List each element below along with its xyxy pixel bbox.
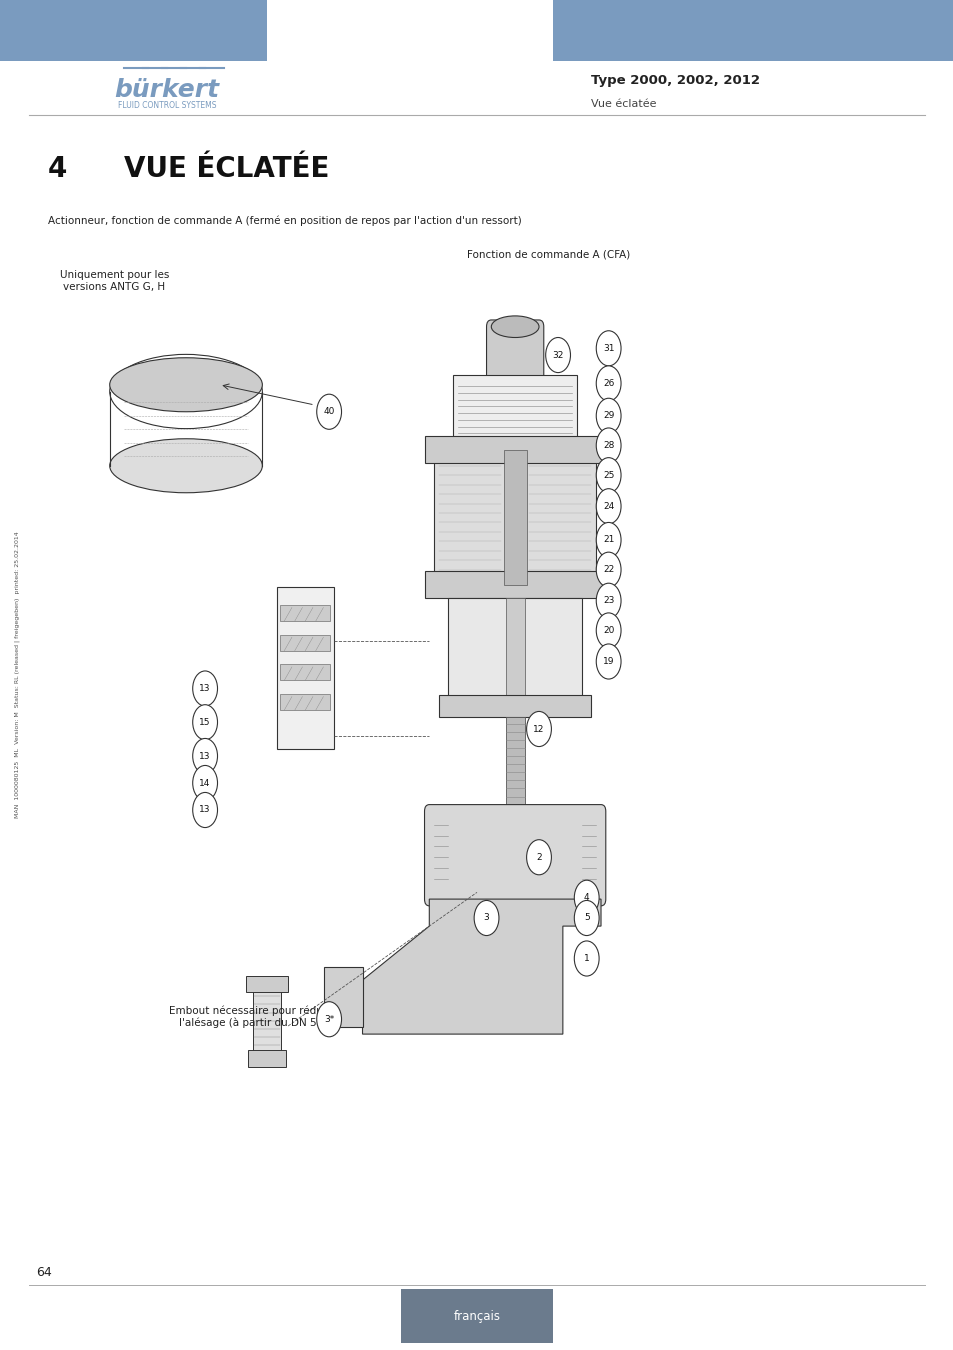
FancyBboxPatch shape bbox=[503, 450, 526, 585]
Circle shape bbox=[474, 900, 498, 936]
FancyBboxPatch shape bbox=[246, 976, 288, 992]
Text: Type 2000, 2002, 2012: Type 2000, 2002, 2012 bbox=[591, 74, 760, 88]
Circle shape bbox=[193, 792, 217, 828]
Text: 4: 4 bbox=[583, 894, 589, 902]
Circle shape bbox=[596, 366, 620, 401]
Text: 15: 15 bbox=[199, 718, 211, 726]
Text: 23: 23 bbox=[602, 597, 614, 605]
Circle shape bbox=[316, 1002, 341, 1037]
FancyBboxPatch shape bbox=[253, 979, 281, 1053]
Text: 21: 21 bbox=[602, 536, 614, 544]
Circle shape bbox=[526, 711, 551, 747]
FancyBboxPatch shape bbox=[448, 598, 581, 706]
FancyBboxPatch shape bbox=[280, 634, 330, 651]
Text: Embout nécessaire pour réduire
l'alésage (à partir du DN 50): Embout nécessaire pour réduire l'alésage… bbox=[169, 1006, 336, 1029]
Circle shape bbox=[193, 738, 217, 774]
Text: 32: 32 bbox=[552, 351, 563, 359]
Circle shape bbox=[596, 552, 620, 587]
FancyBboxPatch shape bbox=[453, 375, 577, 450]
Text: Uniquement pour les
versions ANTG G, H: Uniquement pour les versions ANTG G, H bbox=[60, 270, 169, 292]
Circle shape bbox=[596, 613, 620, 648]
FancyBboxPatch shape bbox=[0, 0, 267, 61]
FancyBboxPatch shape bbox=[505, 598, 524, 706]
FancyBboxPatch shape bbox=[424, 436, 605, 463]
FancyBboxPatch shape bbox=[553, 0, 953, 61]
FancyBboxPatch shape bbox=[400, 1289, 553, 1343]
Circle shape bbox=[526, 840, 551, 875]
Ellipse shape bbox=[110, 439, 262, 493]
Text: 4: 4 bbox=[48, 155, 67, 184]
Circle shape bbox=[193, 705, 217, 740]
Text: 3*: 3* bbox=[324, 1015, 334, 1023]
Circle shape bbox=[545, 338, 570, 373]
FancyBboxPatch shape bbox=[424, 571, 605, 598]
Text: 13: 13 bbox=[199, 752, 211, 760]
Circle shape bbox=[596, 489, 620, 524]
Text: 28: 28 bbox=[602, 441, 614, 450]
FancyBboxPatch shape bbox=[486, 320, 543, 382]
Circle shape bbox=[596, 331, 620, 366]
Text: Fonction de commande A (CFA): Fonction de commande A (CFA) bbox=[467, 250, 630, 259]
FancyBboxPatch shape bbox=[505, 717, 524, 811]
Text: MAN  1000080125  ML  Version: M  Status: RL (released | freigegeben)  printed: 2: MAN 1000080125 ML Version: M Status: RL … bbox=[14, 532, 20, 818]
Circle shape bbox=[596, 398, 620, 433]
Ellipse shape bbox=[491, 316, 538, 338]
Circle shape bbox=[574, 880, 598, 915]
Text: 14: 14 bbox=[199, 779, 211, 787]
Circle shape bbox=[574, 900, 598, 936]
Text: 25: 25 bbox=[602, 471, 614, 479]
Text: 40: 40 bbox=[323, 408, 335, 416]
Text: 3: 3 bbox=[483, 914, 489, 922]
Circle shape bbox=[596, 644, 620, 679]
Circle shape bbox=[596, 583, 620, 618]
Polygon shape bbox=[362, 899, 600, 1034]
FancyBboxPatch shape bbox=[280, 694, 330, 710]
FancyBboxPatch shape bbox=[280, 664, 330, 680]
FancyBboxPatch shape bbox=[434, 450, 596, 585]
FancyBboxPatch shape bbox=[438, 695, 591, 717]
Text: 13: 13 bbox=[199, 684, 211, 693]
Ellipse shape bbox=[110, 358, 262, 412]
Text: 2: 2 bbox=[536, 853, 541, 861]
FancyBboxPatch shape bbox=[280, 605, 330, 621]
Circle shape bbox=[596, 428, 620, 463]
Polygon shape bbox=[324, 967, 362, 1027]
Text: 20: 20 bbox=[602, 626, 614, 634]
Text: FLUID CONTROL SYSTEMS: FLUID CONTROL SYSTEMS bbox=[117, 101, 216, 111]
Text: Actionneur, fonction de commande A (fermé en position de repos par l'action d'un: Actionneur, fonction de commande A (ferm… bbox=[48, 216, 521, 227]
Text: 31: 31 bbox=[602, 344, 614, 352]
Circle shape bbox=[193, 671, 217, 706]
Text: 64: 64 bbox=[36, 1266, 52, 1280]
Text: 19: 19 bbox=[602, 657, 614, 666]
Text: 1: 1 bbox=[583, 954, 589, 963]
Text: 29: 29 bbox=[602, 412, 614, 420]
FancyBboxPatch shape bbox=[276, 587, 334, 749]
Text: 13: 13 bbox=[199, 806, 211, 814]
FancyBboxPatch shape bbox=[424, 805, 605, 906]
Text: bürkert: bürkert bbox=[114, 78, 219, 103]
Text: français: français bbox=[453, 1310, 500, 1323]
Circle shape bbox=[193, 765, 217, 801]
Text: VUE ÉCLATÉE: VUE ÉCLATÉE bbox=[124, 155, 329, 184]
Text: 24: 24 bbox=[602, 502, 614, 510]
FancyBboxPatch shape bbox=[248, 1050, 286, 1066]
Text: Vue éclatée: Vue éclatée bbox=[591, 99, 657, 108]
Circle shape bbox=[574, 941, 598, 976]
Text: 5: 5 bbox=[583, 914, 589, 922]
Text: 22: 22 bbox=[602, 566, 614, 574]
Circle shape bbox=[596, 458, 620, 493]
Circle shape bbox=[596, 522, 620, 558]
Circle shape bbox=[316, 394, 341, 429]
Text: 12: 12 bbox=[533, 725, 544, 733]
Text: 26: 26 bbox=[602, 379, 614, 387]
